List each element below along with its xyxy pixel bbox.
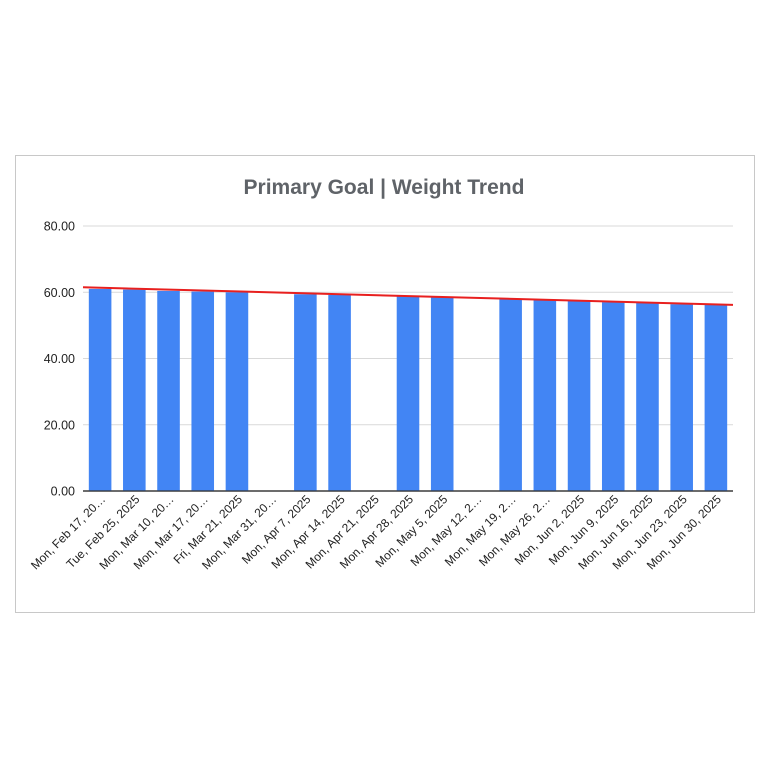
trendline — [82, 286, 734, 306]
bar[interactable] — [396, 296, 420, 491]
bar[interactable] — [328, 294, 351, 491]
y-tick-label: 80.00 — [44, 220, 75, 234]
chart-title: Primary Goal | Weight Trend — [243, 176, 525, 199]
bar[interactable] — [294, 294, 317, 491]
bar[interactable] — [567, 300, 591, 491]
y-tick-label: 40.00 — [44, 352, 75, 366]
y-tick-label: 20.00 — [44, 418, 75, 432]
y-tick-label: 0.00 — [51, 485, 75, 499]
bar[interactable] — [636, 302, 659, 491]
bar[interactable] — [191, 291, 215, 491]
y-tick-label: 60.00 — [44, 286, 75, 300]
bar[interactable] — [601, 302, 625, 491]
bar[interactable] — [670, 304, 693, 491]
bar[interactable] — [88, 288, 112, 491]
bar[interactable] — [157, 290, 180, 491]
bar[interactable] — [123, 289, 146, 491]
bar[interactable] — [704, 304, 728, 491]
bar[interactable] — [499, 298, 522, 491]
bar[interactable] — [430, 296, 454, 491]
bar[interactable] — [225, 292, 249, 491]
bar[interactable] — [533, 299, 557, 491]
